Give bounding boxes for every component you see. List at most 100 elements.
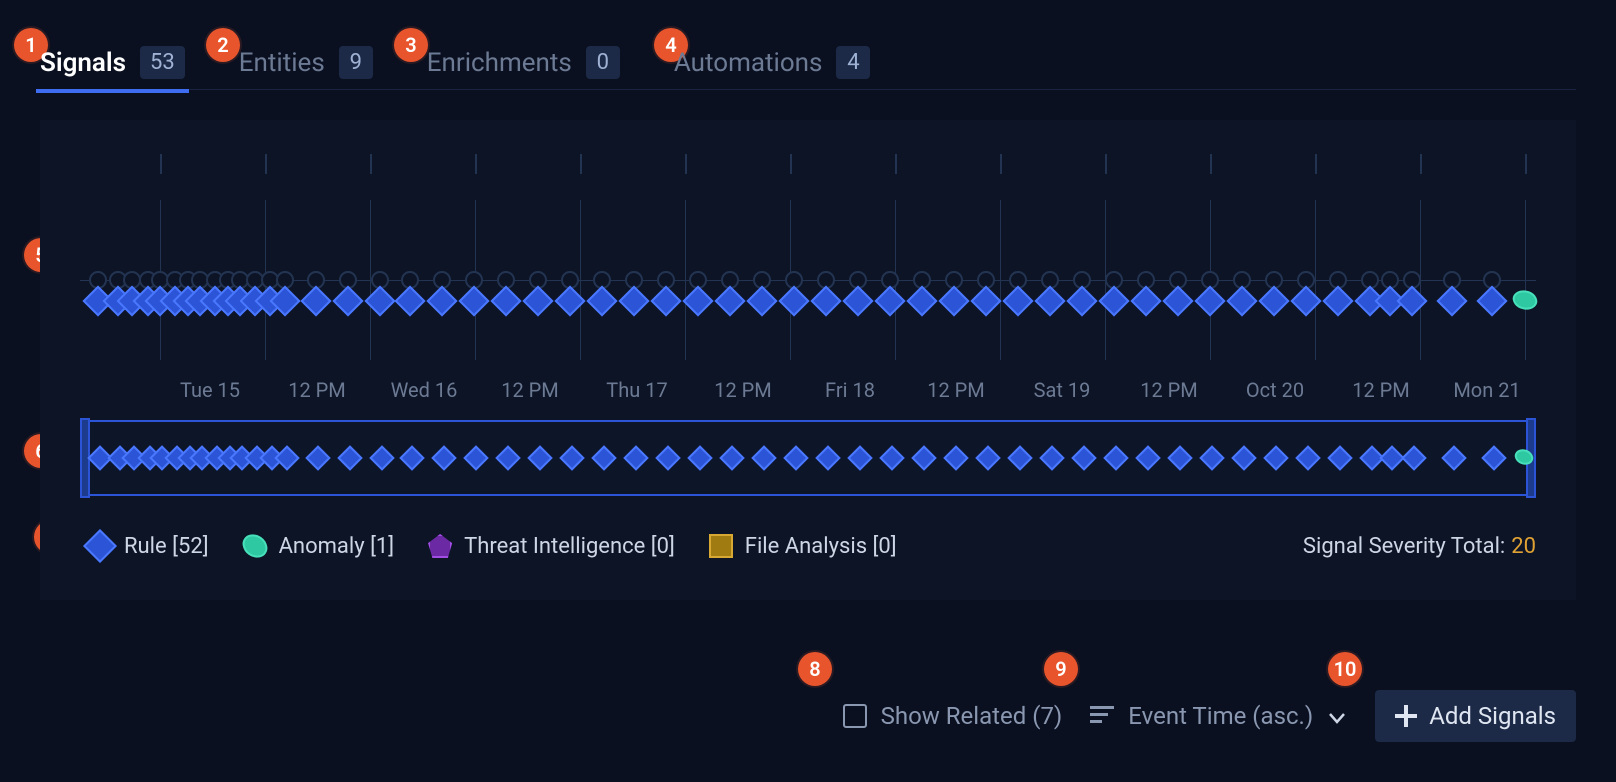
callout-bubble: 8	[798, 652, 832, 686]
signal-marker-anomaly[interactable]	[1511, 288, 1538, 312]
signal-marker-rule[interactable]	[746, 285, 777, 316]
scrub-marker-rule[interactable]	[1167, 445, 1192, 470]
timeline-tick	[580, 200, 581, 360]
signal-marker-rule[interactable]	[1130, 285, 1161, 316]
signal-marker-rule[interactable]	[1162, 285, 1193, 316]
scrub-marker-rule[interactable]	[655, 445, 680, 470]
signal-marker-rule[interactable]	[394, 285, 425, 316]
timeline-tick-top	[265, 154, 267, 174]
signal-marker-rule[interactable]	[874, 285, 905, 316]
show-related-toggle[interactable]: Show Related (7)	[843, 702, 1063, 730]
signal-marker-rule[interactable]	[426, 285, 457, 316]
scrub-marker-rule[interactable]	[1295, 445, 1320, 470]
scrub-marker-rule[interactable]	[495, 445, 520, 470]
legend-item-rule[interactable]: Rule [52]	[88, 534, 209, 559]
tab-label: Automations	[674, 48, 823, 78]
scrub-marker-rule[interactable]	[751, 445, 776, 470]
signal-marker-rule[interactable]	[1194, 285, 1225, 316]
scrub-marker-rule[interactable]	[879, 445, 904, 470]
signal-marker-rule[interactable]	[1322, 285, 1353, 316]
scrub-marker-rule[interactable]	[847, 445, 872, 470]
scrub-marker-rule[interactable]	[815, 445, 840, 470]
scrub-marker-rule[interactable]	[337, 445, 362, 470]
scrub-marker-rule[interactable]	[1071, 445, 1096, 470]
scrub-marker-rule[interactable]	[431, 445, 456, 470]
signal-marker-rule[interactable]	[1396, 285, 1427, 316]
scrub-marker-rule[interactable]	[369, 445, 394, 470]
scrub-marker-rule[interactable]	[463, 445, 488, 470]
scrub-marker-rule[interactable]	[1481, 445, 1506, 470]
tab-entities[interactable]: Entities9	[239, 46, 373, 85]
signal-marker-rule[interactable]	[906, 285, 937, 316]
scrub-marker-rule[interactable]	[305, 445, 330, 470]
scrub-marker-rule[interactable]	[274, 445, 299, 470]
scrub-marker-rule[interactable]	[1007, 445, 1032, 470]
signal-marker-rule[interactable]	[1226, 285, 1257, 316]
signal-marker-rule[interactable]	[938, 285, 969, 316]
signal-marker-rule[interactable]	[810, 285, 841, 316]
signal-marker-rule[interactable]	[332, 285, 363, 316]
signal-marker-rule[interactable]	[650, 285, 681, 316]
legend-item-ti[interactable]: Threat Intelligence [0]	[428, 534, 675, 559]
tab-signals[interactable]: Signals53	[40, 46, 185, 85]
scrub-marker-rule[interactable]	[783, 445, 808, 470]
scrub-marker-rule[interactable]	[559, 445, 584, 470]
signal-marker-rule[interactable]	[618, 285, 649, 316]
legend-item-anom[interactable]: Anomaly [1]	[243, 534, 395, 559]
scrub-marker-rule[interactable]	[1231, 445, 1256, 470]
scrub-marker-rule[interactable]	[943, 445, 968, 470]
scrub-marker-rule[interactable]	[1441, 445, 1466, 470]
severity-value: 20	[1511, 534, 1536, 559]
scrub-marker-rule[interactable]	[719, 445, 744, 470]
signal-marker-rule[interactable]	[458, 285, 489, 316]
signal-marker-rule[interactable]	[682, 285, 713, 316]
scrub-marker-rule[interactable]	[1103, 445, 1128, 470]
signal-marker-rule[interactable]	[522, 285, 553, 316]
signal-marker-rule[interactable]	[1034, 285, 1065, 316]
signal-marker-rule[interactable]	[1066, 285, 1097, 316]
scrub-marker-rule[interactable]	[591, 445, 616, 470]
signal-marker-rule[interactable]	[1258, 285, 1289, 316]
tab-label: Enrichments	[427, 48, 572, 78]
scrub-marker-rule[interactable]	[1263, 445, 1288, 470]
timeline-upper[interactable]	[80, 140, 1536, 370]
axis-label: Fri 18	[825, 378, 875, 402]
scrub-marker-rule[interactable]	[975, 445, 1000, 470]
timeline-tick-top	[580, 154, 582, 174]
signal-marker-rule[interactable]	[842, 285, 873, 316]
legend-label: File Analysis [0]	[745, 534, 897, 559]
scrub-marker-rule[interactable]	[399, 445, 424, 470]
tab-enrichments[interactable]: Enrichments0	[427, 46, 620, 85]
scrub-marker-rule[interactable]	[623, 445, 648, 470]
signal-marker-rule[interactable]	[1098, 285, 1129, 316]
add-signals-button[interactable]: Add Signals	[1375, 690, 1576, 742]
legend-row: Rule [52] Anomaly [1] Threat Intelligence …	[88, 526, 1536, 566]
scrub-marker-rule[interactable]	[911, 445, 936, 470]
scrub-marker-rule[interactable]	[527, 445, 552, 470]
signal-marker-rule[interactable]	[714, 285, 745, 316]
signal-marker-rule[interactable]	[1290, 285, 1321, 316]
signal-marker-rule[interactable]	[1436, 285, 1467, 316]
sort-icon	[1090, 706, 1114, 726]
signal-marker-rule[interactable]	[778, 285, 809, 316]
signal-marker-rule[interactable]	[300, 285, 331, 316]
scrub-marker-rule[interactable]	[1039, 445, 1064, 470]
signal-marker-rule[interactable]	[586, 285, 617, 316]
scrub-marker-rule[interactable]	[1135, 445, 1160, 470]
tab-count-badge: 9	[339, 46, 373, 79]
signal-marker-rule[interactable]	[1002, 285, 1033, 316]
signal-marker-rule[interactable]	[970, 285, 1001, 316]
scrub-marker-rule[interactable]	[687, 445, 712, 470]
signal-marker-rule[interactable]	[490, 285, 521, 316]
sort-selector[interactable]: Event Time (asc.)	[1090, 702, 1347, 730]
timeline-scrubber[interactable]	[80, 420, 1536, 496]
scrub-marker-rule[interactable]	[1199, 445, 1224, 470]
tab-automations[interactable]: Automations4	[674, 46, 871, 85]
callout-bubble: 10	[1328, 652, 1362, 686]
scrub-marker-rule[interactable]	[1327, 445, 1352, 470]
add-signals-label: Add Signals	[1429, 702, 1556, 730]
severity-label: Signal Severity Total:	[1303, 534, 1505, 559]
scrub-marker-rule[interactable]	[1401, 445, 1426, 470]
legend-item-fa[interactable]: File Analysis [0]	[709, 534, 897, 559]
signal-marker-rule[interactable]	[1476, 285, 1507, 316]
